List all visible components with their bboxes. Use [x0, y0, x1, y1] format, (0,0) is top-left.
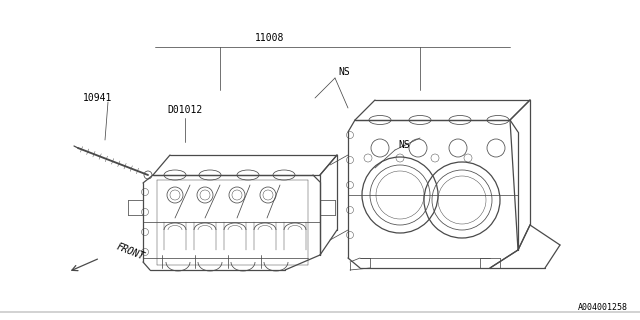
Text: 10941: 10941 — [83, 93, 113, 103]
Text: D01012: D01012 — [168, 105, 203, 115]
Text: 11008: 11008 — [255, 33, 285, 43]
Text: NS: NS — [398, 140, 410, 150]
Text: FRONT: FRONT — [115, 242, 146, 262]
Circle shape — [144, 171, 152, 179]
Text: NS: NS — [338, 67, 349, 77]
Text: A004001258: A004001258 — [578, 303, 628, 312]
